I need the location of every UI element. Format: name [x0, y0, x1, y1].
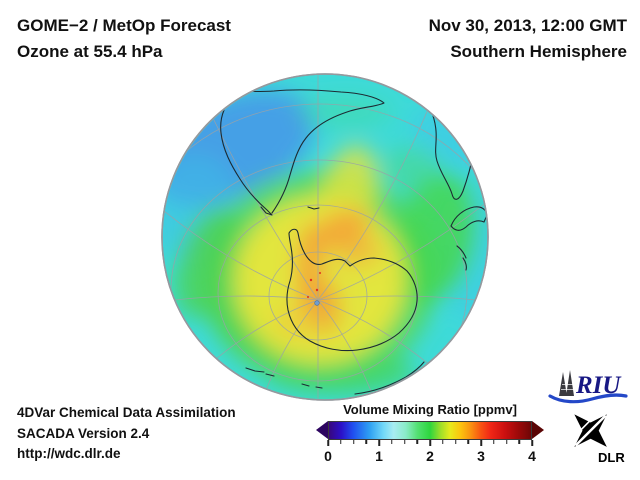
dlr-star-icon	[574, 414, 607, 447]
globe-rim	[161, 73, 489, 401]
tick-label-2: 2	[426, 448, 434, 464]
header-left: GOME−2 / MetOp Forecast Ozone at 55.4 hPa	[17, 13, 231, 65]
tick-label-0: 0	[324, 448, 332, 464]
region-label: Southern Hemisphere	[450, 42, 627, 61]
version-label: SACADA Version 2.4	[17, 425, 150, 441]
datetime-label: Nov 30, 2013, 12:00 GMT	[428, 16, 627, 35]
colorbar: Volume Mixing Ratio [ppmv] 0	[316, 401, 544, 464]
colorbar-bar	[316, 421, 544, 440]
colorbar-tick-labels: 0 1 2 3 4	[324, 448, 536, 464]
assimilation-label: 4DVar Chemical Data Assimilation	[17, 405, 236, 420]
dlr-wordmark: DLR	[598, 450, 625, 465]
colorbar-ticks	[327, 440, 533, 447]
colorbar-right-arrow	[532, 421, 544, 439]
url-label: http://wdc.dlr.de	[17, 446, 121, 461]
colorbar-title: Volume Mixing Ratio [ppmv]	[343, 402, 517, 417]
colorbar-gradient	[328, 421, 532, 440]
level-title: Ozone at 55.4 hPa	[17, 42, 163, 61]
pole-marks	[307, 272, 321, 306]
instrument-title: GOME−2 / MetOp Forecast	[17, 16, 231, 35]
header-right: Nov 30, 2013, 12:00 GMT Southern Hemisphe…	[429, 13, 627, 65]
riu-wave	[548, 393, 628, 404]
tick-label-1: 1	[375, 448, 383, 464]
colorbar-left-arrow	[316, 421, 328, 439]
ozone-field	[163, 89, 487, 394]
footer-credits: 4DVar Chemical Data Assimilation SACADA V…	[17, 403, 236, 465]
tick-label-4: 4	[528, 448, 536, 464]
tick-label-3: 3	[477, 448, 485, 464]
coastlines	[220, 89, 487, 395]
dlr-logo: DLR	[574, 414, 625, 465]
cathedral-icon	[559, 370, 574, 396]
riu-logo: RIU	[548, 370, 628, 404]
